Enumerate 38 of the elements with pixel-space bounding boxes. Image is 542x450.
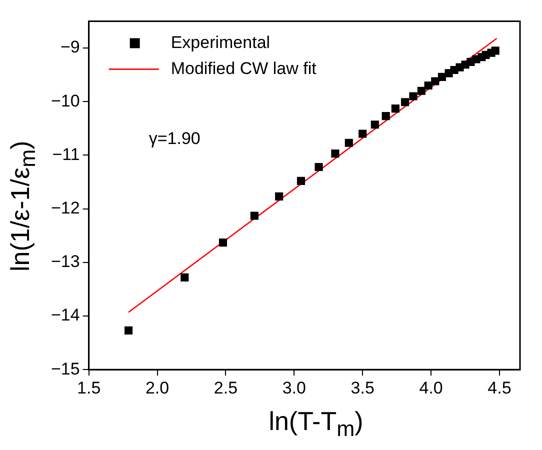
x-tick-label: 2.0 [145,378,170,398]
x-tick-label: 4.0 [419,378,443,398]
point [431,77,440,86]
point [314,162,323,172]
annotation: γ=1.90 [148,128,200,148]
point [400,98,410,106]
point [180,273,189,282]
y-tick-label: −11 [52,144,80,164]
point [296,176,306,185]
point [275,192,284,201]
legend-label: Experimental [170,32,270,52]
point [218,238,228,247]
point [250,212,258,220]
y-tick-label: −14 [50,306,80,325]
x-tick-label: 3.5 [350,378,374,398]
y-tick-label: −9 [60,38,80,57]
point [438,72,446,81]
point [331,150,340,158]
x-tick-label: 1.5 [77,378,101,398]
point [491,46,500,55]
x-tick-label: 2.5 [214,378,238,398]
point [417,86,426,95]
x-axis-title: ln(T-T$_{m}$) [268,406,364,442]
y-tick-label: −10 [50,91,80,110]
point [391,104,400,113]
point [409,92,418,100]
point [370,120,379,129]
y-tick-label: −13 [50,252,80,272]
point [424,81,432,90]
y-tick-label: −12 [50,198,80,218]
x-tick-label: 3.0 [282,378,306,398]
x-tick-label: 4.5 [488,378,512,398]
y-tick-label: −15 [50,359,80,378]
legend-label: Modified CW law fit [170,58,317,78]
point [344,138,353,147]
point [124,326,133,335]
point [382,112,390,120]
point [358,130,367,138]
